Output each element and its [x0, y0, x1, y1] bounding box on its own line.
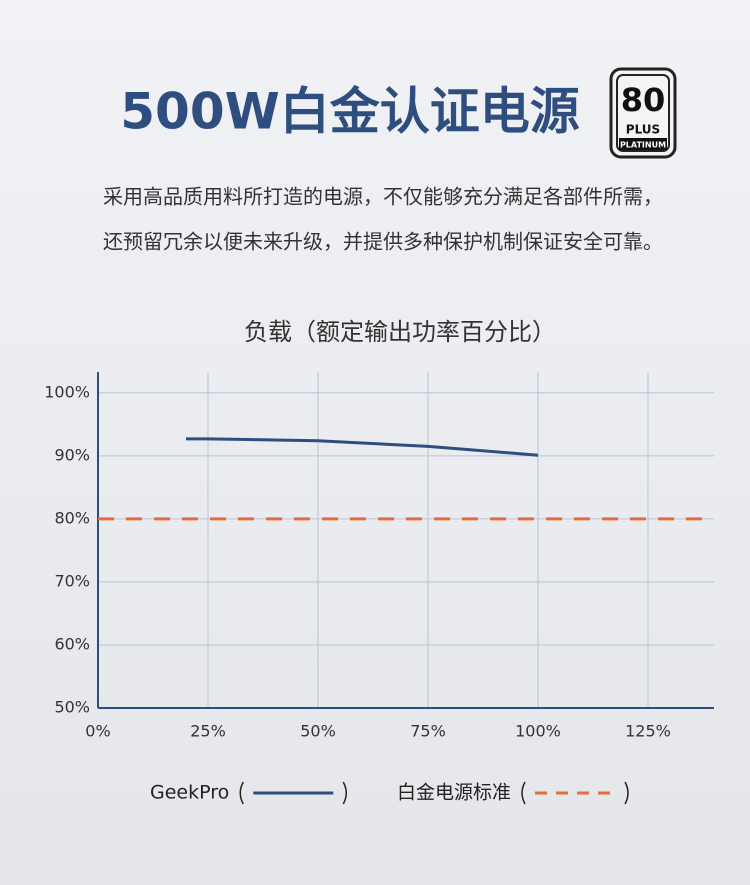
y-tick-label: 100%	[44, 382, 90, 401]
legend-paren	[239, 781, 244, 805]
description-line: 采用高品质用料所打造的电源，不仅能够充分满足各部件所需，	[103, 185, 663, 209]
badge-strip	[619, 138, 667, 150]
badge-plus: PLUS	[626, 123, 660, 137]
badge-inner	[616, 74, 670, 152]
page-title: 500W白金认证电源	[120, 83, 580, 141]
x-tick-label: 0%	[85, 722, 110, 741]
legend-label: 白金电源标准	[397, 782, 511, 804]
chart: 50% 60% 70% 80% 90% 100% 0% 25% 50% 75% 100% 125% Ge…	[44, 372, 714, 805]
badge-frame	[609, 67, 677, 159]
description-line: 还预留冗余以便未来升级，并提供多种保护机制保证安全可靠。	[103, 230, 663, 254]
x-tick-label: 50%	[300, 722, 336, 741]
x-tick-label: 100%	[515, 722, 561, 741]
y-tick-label: 50%	[54, 698, 90, 717]
legend-label: GeekPro	[150, 782, 229, 804]
legend-paren	[342, 781, 347, 805]
x-tick-label: 125%	[625, 722, 671, 741]
y-tick-label: 90%	[54, 445, 90, 464]
legend-paren	[521, 781, 526, 805]
badge-number: 80	[621, 81, 666, 119]
y-tick-label: 80%	[54, 508, 90, 527]
y-tick-label: 60%	[54, 634, 90, 653]
series-line	[186, 437, 539, 457]
x-tick-label: 75%	[410, 722, 446, 741]
x-tick-label: 25%	[190, 722, 226, 741]
y-tick-label: 70%	[54, 571, 90, 590]
legend-paren	[624, 781, 629, 805]
badge-tier: PLATINUM	[620, 141, 666, 150]
chart-title: 负载（额定输出功率百分比）	[244, 318, 556, 346]
